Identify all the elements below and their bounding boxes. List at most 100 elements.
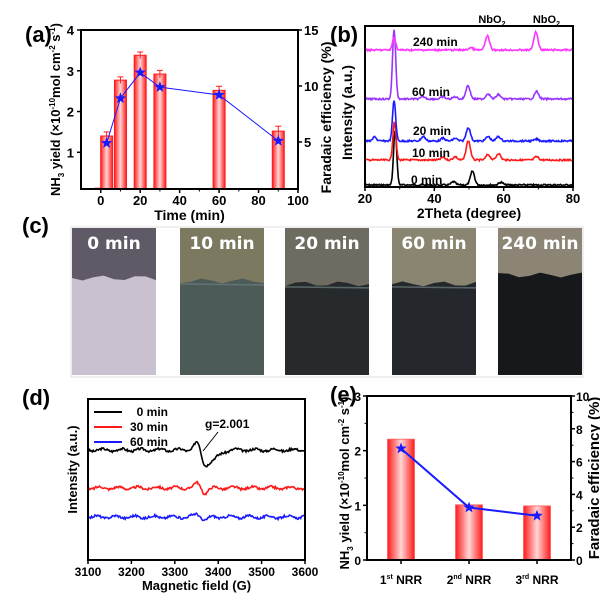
label-text: ) <box>48 23 63 27</box>
label-text: NH <box>48 177 63 196</box>
legend-label: 0 min <box>137 405 168 419</box>
photo-240-min: 240 min <box>498 228 582 375</box>
x-tick-label: 20 <box>133 193 147 208</box>
fe-star-marker <box>134 66 146 78</box>
x-tick-label: 40 <box>172 193 186 208</box>
x-tick-label: 60 <box>212 193 226 208</box>
photo-edge-line <box>179 283 265 286</box>
photo-frame <box>70 226 584 378</box>
y-right-tick-label: 8 <box>576 423 583 437</box>
photo-top-region <box>498 228 582 278</box>
annotation-subscript: 2 <box>502 21 506 28</box>
x-axis-title: 2Theta (degree) <box>417 205 521 221</box>
photo-label: 10 min <box>189 234 254 254</box>
series-label: 10 min <box>412 146 450 160</box>
photo-label: 0 min <box>87 234 140 254</box>
panel-a-label: (a) <box>25 22 52 47</box>
annotation-subscript: 2 <box>556 21 560 28</box>
x-tick-label: 3400 <box>205 565 232 579</box>
y-right-tick-label: 6 <box>576 456 583 470</box>
panel-c-label: (c) <box>22 213 49 238</box>
x-tick-label: 40 <box>427 191 441 206</box>
panel-c-photos: (c) 0 min 10 min 20 min 60 min 240 min <box>22 213 584 378</box>
bar <box>212 89 226 190</box>
fe-star-marker <box>100 137 113 148</box>
plot-frame <box>87 398 306 561</box>
g-value-annotation: g=2.001 <box>205 417 250 431</box>
y-right-tick-label: 0 <box>576 554 583 568</box>
x-tick-label: 3600 <box>292 565 319 579</box>
y-right-tick-label: 4 <box>576 488 583 502</box>
photo-label: 60 min <box>401 234 466 254</box>
x-axis-title: Time (min) <box>154 207 225 223</box>
annotation-arrow <box>202 431 219 452</box>
series-label: 240 min <box>413 35 458 49</box>
label-subscript: 3 <box>346 546 355 551</box>
label-superscript: -2 <box>48 45 57 53</box>
y-axis-title: Intensity (a.u.) <box>65 425 80 513</box>
tick-text: NRR <box>462 573 492 587</box>
label-text: mol cm <box>48 52 63 98</box>
label-text: yield (×10 <box>337 483 352 546</box>
label-superscript: -2 <box>337 418 346 426</box>
y-left-tick-label: 1 <box>354 499 361 513</box>
tick-number: 2 <box>447 573 454 587</box>
fe-star-marker <box>272 134 284 146</box>
xrd-series-60-min <box>364 29 573 102</box>
y-right-tick-label: 2 <box>576 521 583 535</box>
series-label: 60 min <box>412 85 450 99</box>
y-right-tick-label: 10 <box>304 79 318 94</box>
y-right-tick-label: 10 <box>576 390 590 404</box>
bar <box>455 504 483 561</box>
label-text: yield (×10 <box>48 110 63 173</box>
tick-text: NRR <box>393 573 423 587</box>
x-tick-label: 20 <box>358 191 372 206</box>
photo-top-region <box>285 228 369 287</box>
photo-edge-line <box>284 286 370 289</box>
y-right-axis-title: Faradaic efficiency (%) <box>318 42 334 194</box>
x-tick-label: 100 <box>287 193 309 208</box>
tick-number: 1 <box>380 573 387 587</box>
label-superscript: -1 <box>48 27 57 35</box>
y-left-axis-title: NH3 yield (×10-10mol cm-2 s-1) <box>48 23 66 196</box>
photo-edge-line <box>391 286 477 289</box>
label-superscript: -10 <box>337 471 346 483</box>
y-right-tick-label: 15 <box>304 23 318 38</box>
label-text: s <box>48 34 63 45</box>
y-right-axis-title: Faradaic efficiency (%) <box>586 397 600 560</box>
fe-star-marker <box>154 81 166 92</box>
x-tick-label: 0 <box>97 193 104 208</box>
photo-top-region <box>392 228 476 287</box>
y-left-tick-label: 0 <box>354 554 361 568</box>
x-tick-label: 60 <box>496 191 510 206</box>
x-tick-label: 3rd NRR <box>515 573 558 587</box>
label-superscript: -10 <box>48 97 57 109</box>
label-text: s <box>337 408 352 419</box>
photo-60-min: 60 min <box>391 228 477 375</box>
photo-label: 20 min <box>294 234 359 254</box>
photo-top-region <box>72 228 156 281</box>
fe-star-marker <box>463 501 475 513</box>
epr-series-30-min <box>87 480 306 496</box>
panel-b-chart: (b) 0 min 10 min 20 min 60 min 240 min NbO2 Nb… <box>330 14 580 221</box>
label-superscript: -1 <box>337 400 346 408</box>
fe-star-marker <box>114 92 127 104</box>
panel-e-label: (e) <box>330 382 357 407</box>
xrd-series-240-min <box>364 29 573 53</box>
x-tick-label: 80 <box>566 191 580 206</box>
x-tick-label: 3200 <box>118 565 145 579</box>
y-left-tick-label: 2 <box>354 445 361 459</box>
label-subscript: 3 <box>57 172 66 177</box>
photo-top-region <box>180 228 264 284</box>
x-tick-label: 1st NRR <box>380 573 423 587</box>
series-label: 0 min <box>411 173 442 187</box>
photo-10-min: 10 min <box>179 228 265 375</box>
fe-line <box>106 71 279 144</box>
series-label: 20 min <box>413 124 451 138</box>
y-left-tick-label: 4 <box>67 23 75 38</box>
y-left-axis-title: NH3 yield (×10-10mol cm-2 s-1) <box>337 397 355 570</box>
y-right-tick-label: 5 <box>304 135 311 150</box>
